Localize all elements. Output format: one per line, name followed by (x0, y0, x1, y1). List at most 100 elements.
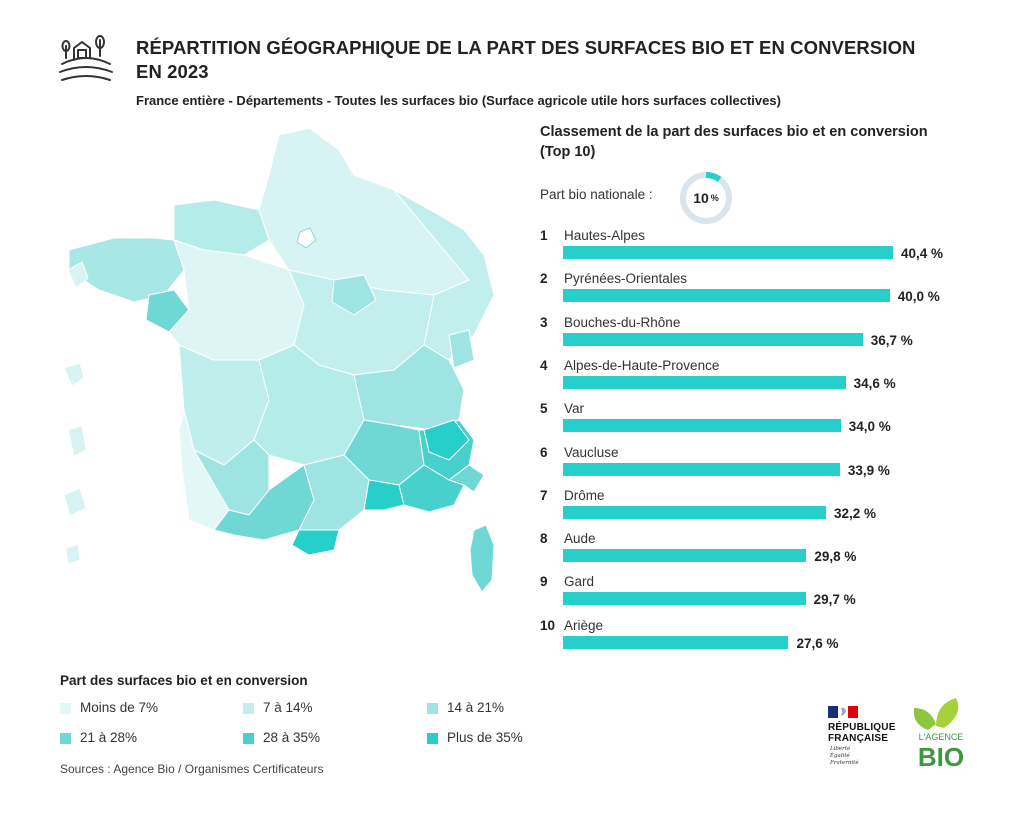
header: RÉPARTITION GÉOGRAPHIQUE DE LA PART DES … (56, 34, 996, 114)
legend-swatch (243, 733, 254, 744)
ranking-row: 6 Vaucluse 33,9 % (540, 445, 980, 487)
map-burgundy-dept (331, 274, 377, 316)
ranking-row: 10 Ariège 27,6 % (540, 618, 980, 660)
ranking-bar (563, 592, 806, 606)
ranking-rank: 2 (540, 271, 548, 287)
rf-motto-2: Égalité (830, 753, 850, 759)
ranking-department-name: Aude (564, 531, 596, 547)
map-pyrenees-orientales (291, 529, 340, 556)
farm-icon (59, 35, 113, 81)
agence-bio-logo-bio: BIO (918, 742, 964, 772)
ranking-rank: 3 (540, 314, 548, 330)
sources-note: Sources : Agence Bio / Organismes Certif… (60, 762, 324, 776)
rf-motto-3: Fraternité (830, 760, 859, 766)
national-share: Part bio nationale : 10% (540, 170, 840, 224)
ranking-department-name: Bouches-du-Rhône (564, 314, 681, 330)
marianne-flag-icon (828, 706, 858, 718)
legend-title: Part des surfaces bio et en conversion (60, 673, 308, 688)
legend-label: 7 à 14% (263, 700, 313, 715)
map-hautes-alpes (423, 419, 470, 461)
map-overseas (63, 261, 89, 565)
ranking-department-name: Var (564, 401, 585, 417)
page-subtitle: France entière - Départements - Toutes l… (136, 93, 781, 108)
map-alsace-dept (448, 329, 475, 369)
ranking-value-label: 34,0 % (848, 419, 891, 435)
ranking-title: Classement de la part des surfaces bio e… (540, 124, 928, 160)
ranking-row: 5 Var 34,0 % (540, 401, 980, 443)
legend-label: Moins de 7% (80, 700, 159, 715)
ranking-value-label: 40,4 % (901, 246, 944, 261)
ranking-value-label: 27,6 % (796, 635, 839, 651)
map-paris-dept (296, 227, 317, 249)
ranking-bar (563, 419, 841, 433)
legend: Moins de 7% 7 à 14% 14 à 21% 21 à 28% 28… (60, 700, 580, 760)
ranking-rank: 8 (540, 531, 548, 547)
legend-label: 14 à 21% (447, 700, 505, 715)
ranking-bar (563, 505, 827, 519)
ranking-rank: 6 (540, 444, 548, 460)
legend-label: 21 à 28% (80, 730, 138, 745)
ranking-value-label: 29,8 % (814, 549, 857, 565)
national-share-donut (680, 172, 732, 224)
ranking-value-label: 29,7 % (813, 592, 856, 608)
ranking-department-name: Drôme (564, 487, 605, 503)
ranking-row: 9 Gard 29,7 % (540, 574, 980, 616)
agence-bio-logo-top: L'AGENCE (919, 732, 964, 742)
ranking-department-name: Alpes-de-Haute-Provence (564, 357, 720, 373)
map-north (258, 127, 485, 296)
ranking-rank: 1 (540, 228, 548, 243)
ranking-value-label: 36,7 % (870, 332, 913, 348)
ranking-bar (563, 289, 890, 303)
ranking-rank: 5 (540, 401, 548, 417)
ranking-bar (563, 246, 893, 259)
ranking-rank: 7 (540, 487, 548, 503)
republique-francaise-logo: RÉPUBLIQUE FRANÇAISE Liberté Égalité Fra… (828, 706, 908, 776)
ranking-department-name: Pyrénées-Orientales (564, 271, 688, 287)
map-corsica (469, 524, 495, 593)
legend-swatch (427, 733, 438, 744)
ranking-department-name: Vaucluse (564, 444, 619, 460)
ranking-row: 8 Aude 29,8 % (540, 531, 980, 573)
ranking-department-name: Gard (564, 574, 595, 590)
rf-motto-1: Liberté (830, 746, 851, 752)
ranking-value-label: 34,6 % (853, 375, 896, 391)
ranking-row: 4 Alpes-de-Haute-Provence 34,6 % (540, 358, 980, 400)
national-share-value: 10% (678, 170, 734, 226)
ranking-row: 7 Drôme 32,2 % (540, 488, 980, 530)
map-bouches-du-rhone (363, 479, 405, 511)
ranking-bar (563, 375, 846, 389)
legend-swatch (243, 703, 254, 714)
ranking-rank: 10 (540, 617, 556, 633)
republique-francaise-text: RÉPUBLIQUE FRANÇAISE (828, 722, 896, 744)
ranking-department-name: Hautes-Alpes (564, 228, 646, 243)
legend-swatch (60, 733, 71, 744)
rf-line-2: FRANÇAISE (828, 733, 889, 744)
ranking-value-label: 32,2 % (834, 505, 877, 521)
ranking-bar (563, 549, 807, 563)
ranking-value-label: 40,0 % (897, 289, 940, 305)
map-north-east (393, 189, 495, 361)
legend-swatch (427, 703, 438, 714)
map-var (398, 464, 465, 513)
national-share-label: Part bio nationale : (540, 187, 653, 202)
ranking-value-label: 33,9 % (847, 462, 890, 478)
page-title: RÉPARTITION GÉOGRAPHIQUE DE LA PART DES … (136, 37, 916, 82)
ranking-department-name: Ariège (564, 617, 604, 633)
legend-label: Plus de 35% (447, 730, 523, 745)
map-alpes-maritimes (448, 464, 485, 493)
agence-bio-logo: L'AGENCE BIO (913, 698, 964, 772)
ranking-rank: 4 (540, 357, 548, 373)
ranking-row: 3 Bouches-du-Rhône 36,7 % (540, 315, 980, 357)
ranking-rank: 9 (540, 574, 548, 590)
national-share-unit: % (710, 193, 719, 203)
france-department-map (63, 127, 495, 593)
legend-swatch (60, 703, 71, 714)
ranking-bar (563, 635, 789, 649)
ranking-bar (563, 332, 863, 346)
national-share-number: 10 (693, 190, 709, 206)
ranking-row: 2 Pyrénées-Orientales 40,0 % (540, 271, 980, 313)
rf-line-1: RÉPUBLIQUE (828, 722, 896, 733)
legend-label: 28 à 35% (263, 730, 321, 745)
ranking-row: 1 Hautes-Alpes 40,4 % (540, 228, 980, 270)
ranking-bar (563, 462, 840, 476)
